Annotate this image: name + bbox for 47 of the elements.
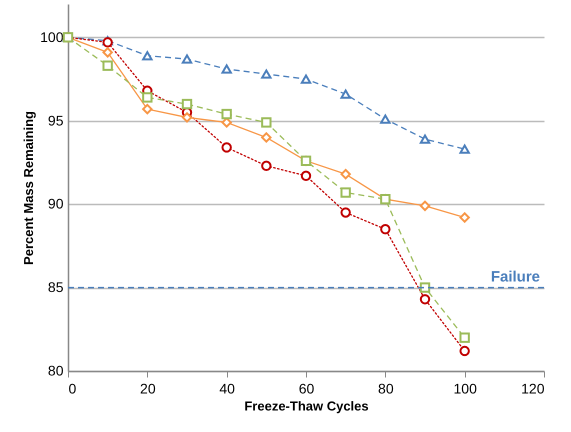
x-tick-label: 40: [219, 380, 236, 396]
point: [102, 37, 113, 48]
point: [142, 92, 153, 103]
point: [459, 332, 470, 343]
point: [261, 160, 272, 171]
y-tick-label: 95: [48, 112, 64, 128]
x-tick-label: 20: [140, 380, 156, 396]
point: [340, 168, 351, 180]
ref-line-label: Failure: [490, 268, 540, 286]
point: [459, 144, 470, 154]
point: [261, 69, 272, 79]
x-tick-label: 100: [453, 380, 478, 396]
point: [102, 60, 113, 71]
x-tick-label: 60: [298, 380, 314, 396]
x-tick-label: 0: [68, 380, 76, 396]
point: [182, 54, 192, 64]
point: [102, 47, 113, 58]
point: [221, 142, 232, 153]
point: [300, 74, 312, 84]
y-tick-label: 90: [48, 196, 64, 212]
point: [300, 170, 312, 181]
point: [459, 346, 470, 356]
point: [182, 112, 192, 123]
x-tick-label: 80: [378, 380, 394, 396]
point: [380, 114, 391, 124]
point: [340, 187, 351, 198]
point: [420, 200, 430, 212]
point: [340, 207, 351, 218]
point: [380, 224, 391, 234]
point: [261, 132, 272, 143]
y-tick-label: 85: [48, 279, 64, 296]
x-tick-label: 120: [521, 380, 545, 396]
y-axis-title: Percent Mass Remaining: [21, 111, 36, 265]
point: [142, 104, 153, 114]
point: [182, 98, 192, 110]
y-tick-label: 100: [40, 28, 64, 45]
x-axis-title: Freeze-Thaw Cycles: [244, 398, 369, 414]
y-tick-label: 80: [48, 362, 64, 378]
point: [459, 212, 470, 223]
point: [221, 108, 232, 120]
point: [420, 282, 430, 293]
point: [420, 134, 430, 144]
point: [420, 294, 430, 304]
point: [142, 51, 153, 60]
point: [221, 64, 232, 74]
point: [261, 117, 272, 128]
point: [340, 89, 351, 99]
